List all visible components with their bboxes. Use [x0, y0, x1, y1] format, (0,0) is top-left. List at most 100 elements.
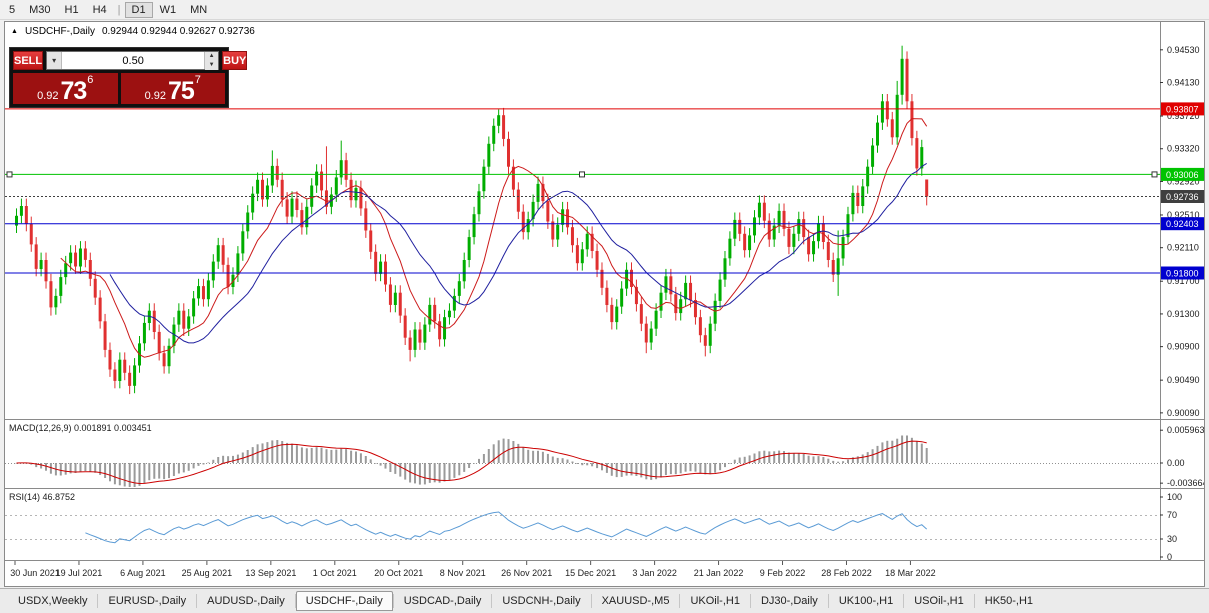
date-tick-label: 13 Sep 2021: [245, 568, 296, 578]
timeframe-M30[interactable]: M30: [29, 3, 51, 16]
rsi-label: RSI(14) 46.8752: [9, 492, 75, 502]
macd-pane: MACD(12,26,9) 0.001891 0.003451 0.005963 0…: [5, 423, 1204, 488]
macd-signal-line: [16, 440, 927, 485]
timeframe-W1[interactable]: W1: [159, 3, 177, 16]
buy-price-display[interactable]: 0.92 75 7: [120, 73, 225, 105]
rsi-tick-label: 100: [1167, 492, 1182, 502]
sell-price-display[interactable]: 0.92 73 6: [13, 73, 118, 104]
sell-price-main: 73: [60, 77, 87, 105]
candles-layer: [15, 45, 929, 395]
date-tick-label: 18 Mar 2022: [885, 568, 936, 578]
ma-fast-line: [60, 118, 928, 358]
price-tick-label: 0.92110: [1167, 243, 1199, 253]
volume-control: ▾ ▲ ▼: [46, 51, 220, 70]
trade-widget-prices: 0.92 73 6 0.92 75 7: [13, 73, 225, 104]
buy-price-main: 75: [167, 77, 195, 105]
buy-price-prefix: 0.92: [144, 90, 166, 102]
chart-tab-AUDUSD-,Daily[interactable]: AUDUSD-,Daily: [207, 595, 285, 607]
price-tick-label: 0.90090: [1167, 408, 1200, 418]
volume-up-icon[interactable]: ▲: [205, 52, 219, 61]
timeframe-5[interactable]: 5: [9, 3, 16, 16]
line-handle[interactable]: [579, 171, 585, 178]
chart-tab-HK50-,H1[interactable]: HK50-,H1: [984, 595, 1034, 607]
price-tick-label: 0.94130: [1167, 78, 1200, 88]
date-tick-label: 30 Jun 2021: [10, 568, 60, 578]
rsi-tick-label: 0: [1167, 552, 1172, 562]
date-tick-label: 15 Dec 2021: [565, 568, 616, 578]
date-tick-label: 25 Aug 2021: [182, 568, 233, 578]
rsi-line: [85, 511, 928, 544]
bid-price-tag: 0.92736: [1161, 190, 1204, 203]
price-axis[interactable]: 0.94530 0.94130 0.93720 0.93320 0.92920 0.925…: [1160, 45, 1200, 418]
symbol-marker-icon: ▲: [11, 27, 18, 35]
level-lines-layer[interactable]: [5, 108, 1160, 274]
symbol-name: USDCHF-,Daily: [24, 26, 95, 37]
chart-tab-USOil-,H1[interactable]: USOil-,H1: [914, 595, 964, 607]
chart-tab-UK100-,H1[interactable]: UK100-,H1: [838, 595, 894, 607]
tab-separator: [749, 594, 751, 608]
chart-tab-USDCNH-,Daily[interactable]: USDCNH-,Daily: [502, 595, 581, 607]
volume-down-icon[interactable]: ▼: [205, 61, 219, 70]
tab-separator: [392, 594, 394, 608]
timeframe-D1[interactable]: D1: [124, 1, 153, 18]
volume-dropdown-icon[interactable]: ▾: [47, 52, 63, 69]
chart-window[interactable]: 0.94530 0.94130 0.93720 0.93320 0.92920 0.925…: [4, 21, 1205, 587]
sell-price-pip: 6: [87, 74, 94, 86]
volume-stepper: ▲ ▼: [204, 52, 219, 70]
level-price-tag: 0.92403: [1161, 217, 1204, 231]
tab-separator: [196, 594, 198, 608]
rsi-pane: RSI(14) 46.8752 100 70 30 0: [5, 492, 1182, 562]
chart-tab-USDCHF-,Daily[interactable]: USDCHF-,Daily: [295, 591, 393, 611]
ma-slow-line: [109, 162, 927, 344]
timeframe-toolbar: 5 M30 H1 H4 | D1 W1 MN: [0, 0, 1209, 20]
tab-separator: [97, 594, 99, 608]
macd-tick-label: 0.005963: [1167, 425, 1204, 435]
toolbar-separator: |: [117, 3, 121, 16]
date-tick-label: 21 Jan 2022: [694, 568, 744, 578]
date-tick-label: 28 Feb 2022: [821, 568, 872, 578]
macd-label: MACD(12,26,9) 0.001891 0.003451: [9, 423, 152, 433]
price-tick-label: 0.93320: [1167, 144, 1200, 154]
one-click-trading-widget: SELL ▾ ▲ ▼ BUY 0.92 73 6 0.92 75 7: [9, 47, 248, 108]
price-chart-canvas[interactable]: 0.94530 0.94130 0.93720 0.93320 0.92920 0.925…: [5, 22, 1204, 586]
line-handle[interactable]: [1151, 171, 1158, 178]
macd-tick-label: 0.00: [1167, 458, 1185, 468]
timeframe-MN[interactable]: MN: [190, 3, 208, 16]
chart-tab-EURUSD-,Daily[interactable]: EURUSD-,Daily: [108, 595, 187, 607]
sell-button[interactable]: SELL: [13, 51, 44, 70]
tab-separator: [679, 594, 681, 608]
price-tick-label: 0.92920: [1167, 176, 1200, 186]
line-handle[interactable]: [6, 171, 13, 178]
svg-text:0.92736: 0.92736: [1166, 192, 1199, 202]
svg-text:0.91800: 0.91800: [1166, 269, 1199, 279]
chart-tab-UKOil-,H1[interactable]: UKOil-,H1: [690, 595, 740, 607]
level-price-tag: 0.93807: [1161, 102, 1204, 116]
date-tick-label: 1 Oct 2021: [313, 568, 357, 578]
chart-symbol-label: ▲ USDCHF-,Daily 0.92944 0.92944 0.92627 …: [11, 26, 255, 37]
svg-text:0.93807: 0.93807: [1166, 104, 1199, 114]
svg-text:0.92403: 0.92403: [1166, 219, 1199, 229]
volume-input[interactable]: [62, 52, 205, 69]
date-tick-label: 8 Nov 2021: [440, 568, 486, 578]
timeframe-H4[interactable]: H4: [92, 3, 107, 16]
tab-separator: [491, 594, 493, 608]
tab-separator: [903, 594, 905, 608]
chart-tab-USDX,Weekly[interactable]: USDX,Weekly: [18, 595, 88, 607]
chart-tab-DJ30-,Daily[interactable]: DJ30-,Daily: [760, 595, 818, 607]
date-tick-label: 3 Jan 2022: [632, 568, 677, 578]
level-price-tag: 0.93006: [1161, 167, 1204, 181]
price-tick-label: 0.91700: [1167, 276, 1200, 286]
buy-price-pip: 7: [194, 74, 201, 86]
trade-widget-controls: SELL ▾ ▲ ▼ BUY: [13, 51, 248, 70]
buy-button[interactable]: BUY: [222, 51, 248, 70]
ohlc-readout: 0.92944 0.92944 0.92627 0.92736: [101, 26, 255, 37]
rsi-tick-label: 30: [1167, 534, 1177, 544]
timeframe-H1[interactable]: H1: [64, 3, 79, 16]
price-tick-label: 0.92510: [1167, 210, 1200, 220]
chart-tab-USDCAD-,Daily[interactable]: USDCAD-,Daily: [403, 595, 482, 607]
price-tick-label: 0.94530: [1167, 45, 1200, 55]
date-tick-label: 20 Oct 2021: [374, 568, 423, 578]
chart-tab-XAUUSD-,M5[interactable]: XAUUSD-,M5: [601, 595, 670, 607]
